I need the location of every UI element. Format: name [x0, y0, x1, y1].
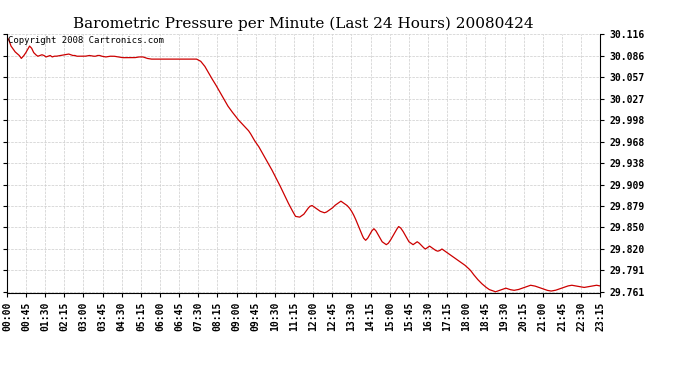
Title: Barometric Pressure per Minute (Last 24 Hours) 20080424: Barometric Pressure per Minute (Last 24 … — [73, 17, 534, 31]
Text: Copyright 2008 Cartronics.com: Copyright 2008 Cartronics.com — [8, 36, 164, 45]
